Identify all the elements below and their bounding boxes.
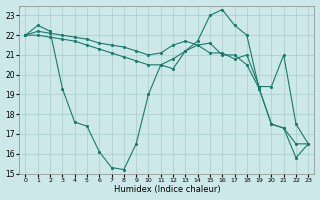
X-axis label: Humidex (Indice chaleur): Humidex (Indice chaleur) (114, 185, 220, 194)
